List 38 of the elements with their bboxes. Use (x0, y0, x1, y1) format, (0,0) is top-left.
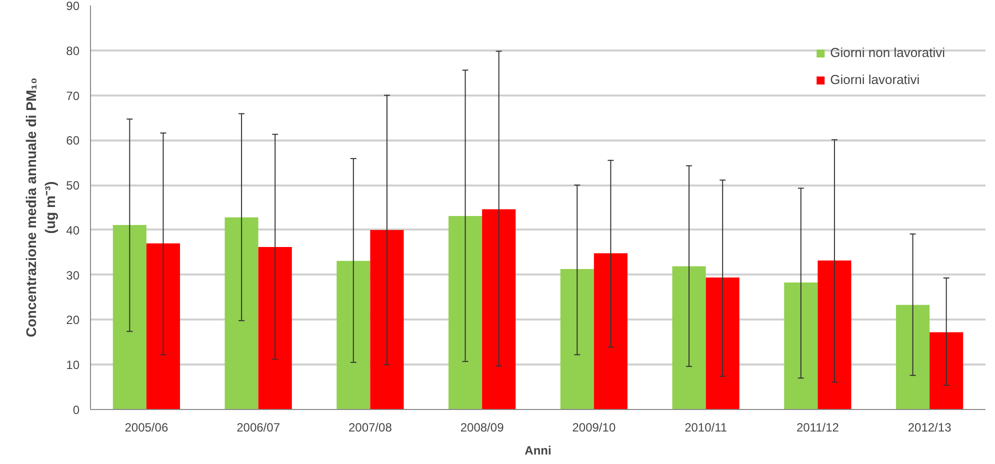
bar (930, 332, 964, 410)
x-tick-label: 2009/10 (572, 420, 616, 434)
bar (672, 266, 706, 410)
bar (146, 243, 180, 410)
bar (112, 225, 146, 410)
bar (448, 216, 482, 410)
x-tick-label: 2007/08 (348, 420, 392, 434)
x-tick-label: 2006/07 (236, 420, 280, 434)
y-tick-label: 70 (66, 88, 80, 103)
y-tick-label: 60 (66, 134, 80, 148)
y-tick-label: 10 (66, 358, 80, 372)
bar (560, 269, 594, 410)
y-tick-label: 80 (66, 44, 80, 58)
bar (784, 282, 818, 410)
y-axis-title: Concentrazione media annuale di PM₁₀ (ug m⁻³) (22, 78, 58, 338)
bar (818, 260, 852, 410)
bar (224, 217, 258, 410)
x-tick-label: 2010/11 (684, 420, 728, 434)
legend-label: Giorni lavorativi (830, 72, 920, 87)
bar (896, 304, 930, 410)
y-tick-label: 20 (66, 313, 80, 328)
bar (258, 247, 292, 410)
y-tick-label: 0 (72, 403, 80, 417)
x-tick-label: 2011/12 (796, 420, 840, 434)
bar (370, 230, 404, 410)
x-tick-label: 2005/06 (124, 420, 168, 434)
y-tick-label: 40 (66, 223, 80, 238)
y-tick-label: 90 (66, 0, 80, 13)
x-axis-title: Anni (524, 444, 552, 458)
bar (594, 253, 628, 410)
bar (706, 278, 740, 410)
y-tick-label: 30 (66, 268, 80, 282)
x-tick-label: 2008/09 (460, 420, 504, 434)
y-tick-label: 50 (66, 178, 80, 193)
bar (336, 260, 370, 410)
x-tick-label: 2012/13 (908, 420, 952, 434)
bar (482, 209, 516, 410)
legend-label: Giorni non lavorativi (830, 45, 945, 60)
